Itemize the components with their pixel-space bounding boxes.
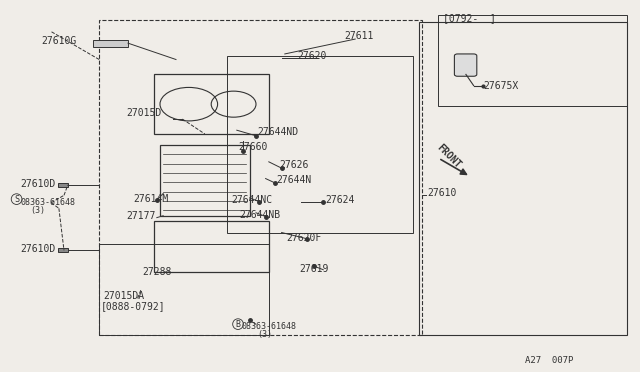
Text: 08363-61648: 08363-61648 (20, 198, 76, 207)
Text: 27610: 27610 (428, 188, 457, 198)
Text: 27610D: 27610D (20, 244, 56, 254)
Text: 27619: 27619 (300, 264, 329, 274)
Text: 27620: 27620 (297, 51, 326, 61)
Bar (93, 40, 128, 46)
Text: 27015DA: 27015DA (104, 291, 145, 301)
Bar (438, 15, 627, 106)
Bar (99, 244, 269, 335)
Bar (154, 74, 269, 134)
Bar (99, 20, 422, 335)
Text: 27610G: 27610G (42, 35, 77, 45)
Text: [0792-  ]: [0792- ] (443, 13, 496, 23)
Bar (227, 56, 413, 232)
Text: 27610D: 27610D (20, 179, 56, 189)
Text: (3): (3) (257, 330, 272, 339)
Text: 27644NC: 27644NC (232, 195, 273, 205)
Text: B: B (236, 320, 241, 328)
Text: FRONT: FRONT (435, 142, 463, 170)
Text: 27660: 27660 (238, 142, 268, 152)
Bar (160, 145, 250, 216)
Bar (419, 22, 627, 335)
Text: 27015D: 27015D (126, 108, 161, 118)
Bar (58, 183, 68, 187)
Text: 27675X: 27675X (483, 80, 518, 90)
Text: 27624: 27624 (325, 195, 355, 205)
Text: 08363-61648: 08363-61648 (242, 322, 297, 331)
Text: 27620F: 27620F (287, 233, 322, 243)
Bar (58, 248, 68, 252)
Text: [0888-0792]: [0888-0792] (101, 301, 166, 311)
Text: 27288: 27288 (142, 266, 172, 276)
Text: 27626: 27626 (279, 160, 308, 170)
Text: 27644ND: 27644ND (257, 126, 298, 137)
Text: A27  007P: A27 007P (525, 356, 573, 365)
Text: 27614M: 27614M (133, 193, 168, 203)
Text: (3): (3) (31, 206, 45, 215)
Text: 27177: 27177 (127, 211, 156, 221)
FancyBboxPatch shape (454, 54, 477, 76)
Text: 27611: 27611 (344, 31, 374, 41)
Text: S: S (14, 195, 19, 203)
Bar (154, 221, 269, 272)
Text: 27644NB: 27644NB (239, 209, 280, 219)
Text: 27644N: 27644N (276, 175, 312, 185)
